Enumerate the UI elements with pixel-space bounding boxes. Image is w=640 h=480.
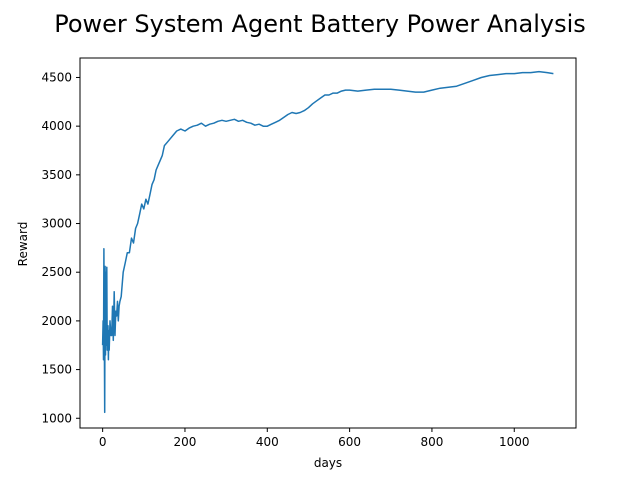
x-axis-ticks: 0 200 400 600 800 1000 [99, 428, 530, 449]
y-axis-ticks: 1000 1500 2000 2500 3000 3500 4000 4500 [41, 70, 80, 425]
x-tick-label: 600 [338, 435, 361, 449]
y-tick-label: 1500 [41, 363, 72, 377]
series-line [101, 70, 554, 414]
y-tick-label: 3000 [41, 217, 72, 231]
plot-area [101, 70, 554, 414]
x-tick-label: 400 [256, 435, 279, 449]
x-tick-label: 0 [99, 435, 107, 449]
x-tick-label: 800 [420, 435, 443, 449]
y-tick-label: 3500 [41, 168, 72, 182]
x-tick-label: 200 [174, 435, 197, 449]
x-tick-label: 1000 [499, 435, 530, 449]
y-tick-label: 2500 [41, 265, 72, 279]
y-tick-label: 2000 [41, 314, 72, 328]
y-axis-label: Reward [16, 222, 30, 267]
y-tick-label: 4000 [41, 119, 72, 133]
y-tick-label: 4500 [41, 70, 72, 84]
y-tick-label: 1000 [41, 411, 72, 425]
chart-title: Power System Agent Battery Power Analysi… [54, 10, 586, 38]
x-axis-label: days [314, 456, 342, 470]
axes-frame [79, 57, 577, 429]
